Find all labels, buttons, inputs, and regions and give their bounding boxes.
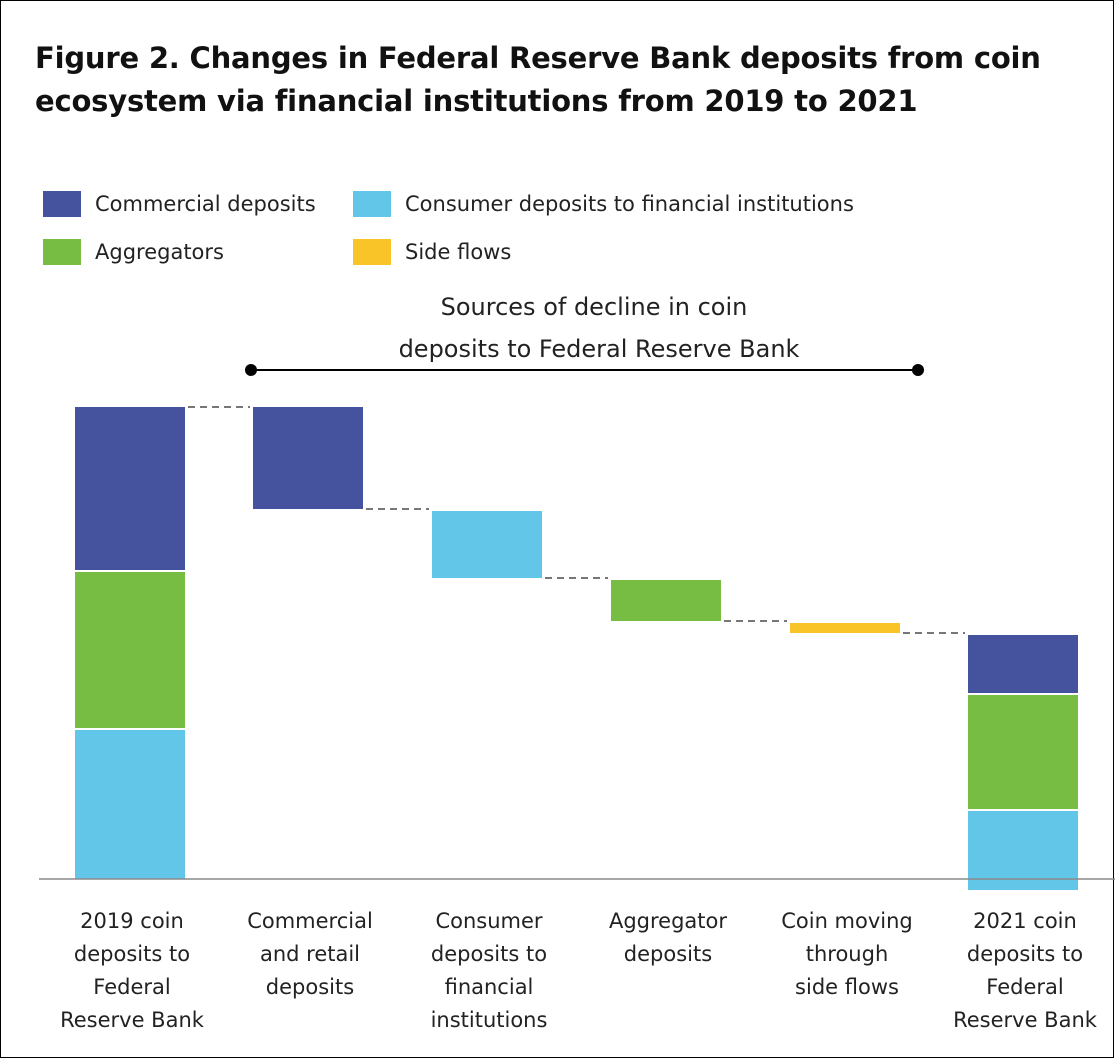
x-tick-label-4-line-2: deposits: [624, 942, 712, 966]
legend-item-consumer: Consumer deposits to financial instituti…: [353, 189, 854, 219]
x-tick-label-1-line-4: Reserve Bank: [60, 1008, 205, 1032]
x-tick-label-1-line-2: deposits to: [74, 942, 190, 966]
x-tick-label-3-line-3: financial: [445, 975, 534, 999]
x-tick-label-6-line-2: deposits to: [967, 942, 1083, 966]
bar-1-segment-aggregators: [75, 571, 185, 729]
bar-6-segment-consumer-deposits-to-financial-institutions: [968, 810, 1078, 890]
x-tick-label-3-line-1: Consumer: [435, 909, 542, 933]
bar-1-segment-consumer-deposits-to-financial-institutions: [75, 729, 185, 879]
legend-label-commercial: Commercial deposits: [95, 192, 316, 216]
x-tick-label-2-line-2: and retail: [260, 942, 360, 966]
bar-3-segment-consumer-deposits-to-financial-institutions: [432, 511, 542, 578]
x-tick-label-6-line-4: Reserve Bank: [953, 1008, 1098, 1032]
bracket-annotation-line-2: deposits to Federal Reserve Bank: [399, 335, 800, 363]
chart-title-line-1: Figure 2. Changes in Federal Reserve Ban…: [35, 41, 1041, 75]
x-tick-label-3: Consumer deposits to financial institutions: [431, 909, 548, 1032]
x-tick-label-1: 2019 coin deposits to Federal Reserve Bank: [60, 909, 205, 1032]
x-tick-label-5-line-3: side flows: [795, 975, 899, 999]
bar-6-segment-commercial-deposits: [968, 635, 1078, 694]
x-tick-label-5: Coin moving through side flows: [781, 909, 913, 999]
bar-2-segment-commercial-deposits: [253, 407, 363, 509]
x-tick-label-2-line-3: deposits: [266, 975, 354, 999]
legend-swatch-consumer: [353, 191, 391, 217]
x-tick-label-4-line-1: Aggregator: [609, 909, 727, 933]
chart-title: Figure 2. Changes in Federal Reserve Ban…: [35, 37, 1095, 123]
legend-label-consumer: Consumer deposits to financial instituti…: [405, 192, 854, 216]
x-tick-label-2-line-1: Commercial: [247, 909, 373, 933]
legend-item-commercial: Commercial deposits: [43, 189, 316, 219]
x-tick-label-1-line-3: Federal: [93, 975, 170, 999]
x-tick-label-1-line-1: 2019 coin: [80, 909, 184, 933]
chart-title-line-2: ecosystem via financial institutions fro…: [35, 84, 918, 118]
x-tick-label-6-line-1: 2021 coin: [973, 909, 1077, 933]
legend-item-side-flows: Side flows: [353, 237, 511, 267]
bar-5-segment-side-flows: [790, 623, 900, 633]
x-tick-label-4: Aggregator deposits: [609, 909, 727, 966]
bar-1-segment-commercial-deposits: [75, 407, 185, 571]
bracket-dot-right: [912, 364, 924, 376]
bracket-dot-left: [245, 364, 257, 376]
bracket-annotation-line-1: Sources of decline in coin: [441, 293, 748, 321]
x-tick-label-2: Commercial and retail deposits: [247, 909, 373, 999]
legend-swatch-aggregators: [43, 239, 81, 265]
legend-label-side-flows: Side flows: [405, 240, 512, 264]
x-tick-label-6: 2021 coin deposits to Federal Reserve Bank: [953, 909, 1098, 1032]
legend-swatch-side-flows: [353, 239, 391, 265]
legend-swatch-commercial: [43, 191, 81, 217]
x-tick-label-6-line-3: Federal: [986, 975, 1063, 999]
x-tick-label-3-line-4: institutions: [431, 1008, 548, 1032]
x-tick-label-5-line-2: through: [806, 942, 889, 966]
bar-6-segment-aggregators: [968, 694, 1078, 810]
plot-area: 2019 coin deposits to Federal Reserve Bank C…: [39, 364, 1115, 1032]
x-tick-label-5-line-1: Coin moving: [781, 909, 913, 933]
legend-item-aggregators: Aggregators: [43, 237, 224, 267]
legend-label-aggregators: Aggregators: [95, 240, 224, 264]
x-tick-label-3-line-2: deposits to: [431, 942, 547, 966]
bar-4-segment-aggregators: [611, 580, 721, 621]
